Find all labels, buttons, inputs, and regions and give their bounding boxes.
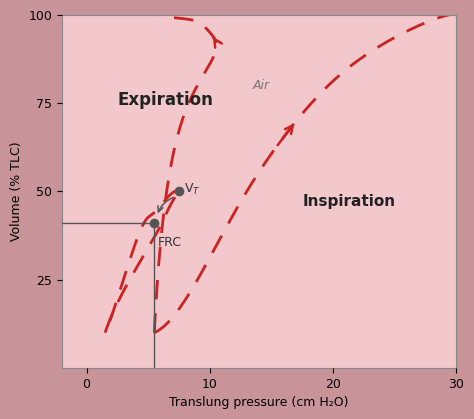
Y-axis label: Volume (% TLC): Volume (% TLC) (10, 142, 23, 241)
Text: FRC: FRC (158, 236, 182, 249)
Text: Expiration: Expiration (118, 91, 213, 109)
Text: Inspiration: Inspiration (302, 194, 395, 210)
Text: Air: Air (253, 79, 270, 92)
X-axis label: Translung pressure (cm H₂O): Translung pressure (cm H₂O) (169, 396, 349, 409)
Text: V$_T$: V$_T$ (184, 182, 201, 197)
